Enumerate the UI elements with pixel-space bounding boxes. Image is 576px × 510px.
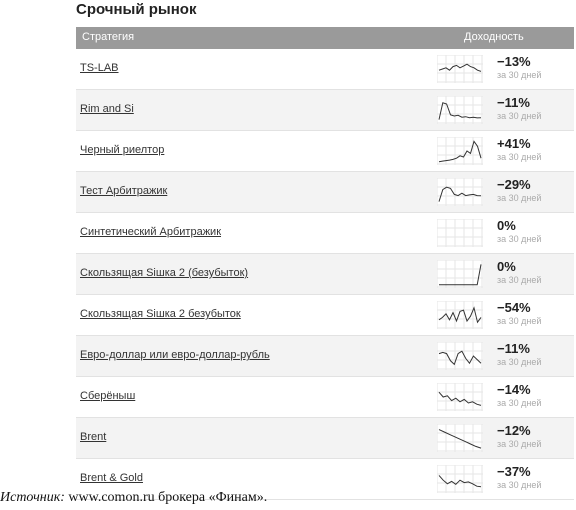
return-period: за 30 дней <box>497 439 542 449</box>
strategies-table: Стратегия Доходность TS-LAB −13% за 30 дне… <box>76 27 574 500</box>
table-row: Сберёныш −14% за 30 дней <box>76 377 574 418</box>
return-period: за 30 дней <box>497 357 542 367</box>
return-value: −12% <box>497 423 531 438</box>
page-title: Срочный рынок <box>76 1 197 18</box>
return-value: −11% <box>497 95 530 110</box>
return-value: 0% <box>497 259 516 274</box>
strategy-link[interactable]: Евро-доллар или евро-доллар-рубль <box>80 349 270 361</box>
sparkline-series <box>438 102 482 120</box>
table-row: Тест Арбитражик −29% за 30 дней <box>76 172 574 213</box>
strategy-link[interactable]: Тест Арбитражик <box>80 185 168 197</box>
return-period: за 30 дней <box>497 234 542 244</box>
strategy-link[interactable]: Brent <box>80 431 107 443</box>
return-period: за 30 дней <box>497 193 542 203</box>
sparkline-series <box>439 264 482 286</box>
return-value: −29% <box>497 177 531 192</box>
return-value: −37% <box>497 464 531 479</box>
strategy-link[interactable]: Синтетический Арбитражик <box>80 226 222 238</box>
return-period: за 30 дней <box>497 111 542 121</box>
return-period: за 30 дней <box>497 316 542 326</box>
table-row: Brent & Gold −37% за 30 дней <box>76 459 574 500</box>
sparkline-chart <box>437 383 483 411</box>
source-text: www.comon.ru брокера «Финам». <box>64 490 268 505</box>
sparkline-series <box>438 186 482 202</box>
return-value: −14% <box>497 382 531 397</box>
return-period: за 30 дней <box>497 480 542 490</box>
sparkline-chart <box>437 342 483 370</box>
return-period: за 30 дней <box>497 275 542 285</box>
strategy-link[interactable]: Скользящая Siшка 2 (безубыток) <box>80 267 249 279</box>
strategy-link[interactable]: Черный риелтор <box>80 144 165 156</box>
strategy-link[interactable]: Сберёныш <box>80 390 136 402</box>
return-period: за 30 дней <box>497 70 542 80</box>
table-row: TS-LAB −13% за 30 дней <box>76 49 574 90</box>
strategy-link[interactable]: Rim and Si <box>80 103 134 115</box>
return-value: −13% <box>497 54 531 69</box>
table-row: Черный риелтор +41% за 30 дней <box>76 131 574 172</box>
table-row: Скользящая Siшка 2 (безубыток) 0% за 30 дн… <box>76 254 574 295</box>
sparkline-chart <box>437 55 483 83</box>
sparkline-chart <box>437 260 483 288</box>
source-note: Источник: www.comon.ru брокера «Финам». <box>0 490 267 506</box>
sparkline-chart <box>437 96 483 124</box>
sparkline-series <box>438 140 482 163</box>
sparkline-series <box>438 391 482 406</box>
sparkline-chart <box>437 424 483 452</box>
return-value: +41% <box>497 136 531 151</box>
table-row: Brent −12% за 30 дней <box>76 418 574 459</box>
table-body: TS-LAB −13% за 30 дней Rim and Si −11% за 30 … <box>76 49 574 500</box>
return-period: за 30 дней <box>497 398 542 408</box>
table-header: Стратегия Доходность <box>76 27 574 49</box>
strategy-link[interactable]: TS-LAB <box>80 62 119 74</box>
sparkline-chart <box>437 178 483 206</box>
return-value: 0% <box>497 218 516 233</box>
table-row: Евро-доллар или евро-доллар-рубль −11% за … <box>76 336 574 377</box>
sparkline-chart <box>437 219 483 247</box>
return-value: −54% <box>497 300 531 315</box>
header-yield: Доходность <box>464 31 524 43</box>
source-label: Источник: <box>0 490 65 505</box>
table-row: Синтетический Арбитражик 0% за 30 дней <box>76 213 574 254</box>
sparkline-chart <box>437 465 483 493</box>
table-row: Rim and Si −11% за 30 дней <box>76 90 574 131</box>
sparkline-chart <box>437 301 483 329</box>
sparkline-series <box>438 306 482 324</box>
sparkline-series <box>438 475 482 488</box>
table-row: Скользящая Siшка 2 безубыток −54% за 30 дн… <box>76 295 574 336</box>
return-period: за 30 дней <box>497 152 542 162</box>
header-strategy: Стратегия <box>82 31 135 43</box>
sparkline-series <box>438 350 482 366</box>
sparkline-series <box>438 63 482 72</box>
sparkline-series <box>438 429 482 449</box>
return-value: −11% <box>497 341 530 356</box>
sparkline-chart <box>437 137 483 165</box>
strategy-link[interactable]: Скользящая Siшка 2 безубыток <box>80 308 241 320</box>
strategy-link[interactable]: Brent & Gold <box>80 472 143 484</box>
